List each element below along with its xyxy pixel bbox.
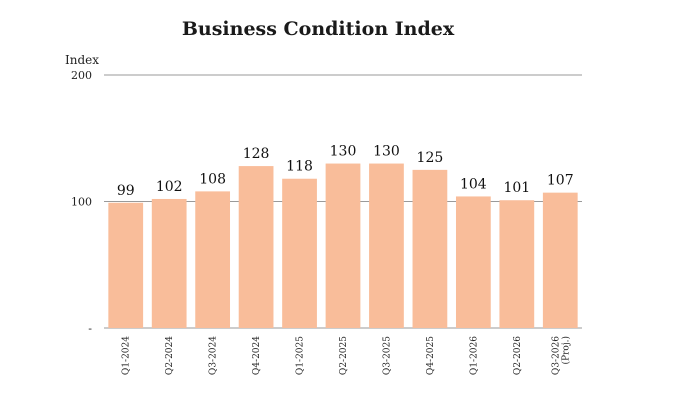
x-tick-label: Q2-2024 — [165, 336, 175, 375]
data-label: 130 — [330, 144, 357, 160]
data-label: 108 — [199, 171, 226, 187]
x-tick-label-line: (Proj.) — [560, 336, 571, 364]
x-tick-label: Q3-2025 — [382, 336, 392, 375]
x-tick-label: Q1-2026 — [469, 336, 479, 375]
x-tick-label: Q1-2024 — [122, 336, 132, 375]
bar — [542, 192, 578, 328]
bar — [412, 169, 448, 328]
x-tick-label-line: Q1-2026 — [469, 336, 479, 375]
bar — [195, 191, 231, 328]
bar — [499, 200, 535, 328]
x-tick-label: Q2-2025 — [339, 336, 349, 375]
x-tick-label: Q3-2026 (Proj.) — [551, 336, 571, 375]
x-tick-label-line: Q2-2026 — [513, 336, 523, 375]
chart-title: Business Condition Index — [182, 18, 455, 40]
x-axis-ticks: Q1-2024 Q2-2024 Q3-2024 Q4-2024 Q1-2025 Q2-20… — [122, 336, 572, 375]
x-tick-label-line: Q3-2025 — [382, 336, 392, 375]
bar — [369, 163, 404, 328]
x-tick-label-line: Q4-2024 — [252, 336, 262, 375]
bar — [282, 178, 317, 328]
x-tick-label-line: Q4-2025 — [426, 336, 436, 375]
bar — [455, 196, 491, 328]
y-axis-ticks: - 100 200 — [71, 69, 92, 335]
x-tick-label: Q3-2024 — [209, 336, 219, 375]
data-label: 125 — [417, 150, 444, 166]
bar — [325, 163, 361, 328]
y-tick-label: 200 — [71, 69, 92, 82]
x-tick-label-line: Q3-2026 — [551, 336, 561, 375]
bar — [108, 202, 144, 328]
bars — [108, 163, 578, 328]
data-labels: 99 102 108 128 118 130 130 125 104 101 107 — [117, 144, 574, 199]
x-tick-label-line: Q1-2024 — [122, 336, 132, 375]
x-tick-label: Q4-2025 — [426, 336, 436, 375]
x-tick-label: Q4-2024 — [252, 336, 262, 375]
y-tick-label: - — [88, 322, 92, 335]
data-label: 104 — [460, 176, 487, 192]
data-label: 107 — [547, 173, 574, 189]
data-label: 128 — [243, 146, 270, 162]
y-axis-label: Index — [65, 53, 99, 67]
x-tick-label-line: Q3-2024 — [209, 336, 219, 375]
data-label: 101 — [503, 180, 530, 196]
data-label: 118 — [286, 159, 313, 175]
bar — [238, 166, 274, 328]
x-tick-label-line: Q2-2025 — [339, 336, 349, 375]
x-tick-label: Q2-2026 — [513, 336, 523, 375]
bar — [151, 198, 187, 328]
x-tick-label-line: Q1-2025 — [296, 336, 306, 375]
data-label: 99 — [117, 183, 135, 199]
data-label: 130 — [373, 144, 400, 160]
data-label: 102 — [156, 179, 183, 195]
x-tick-label-line: Q2-2024 — [165, 336, 175, 375]
y-tick-label: 100 — [71, 196, 92, 209]
x-tick-label: Q1-2025 — [296, 336, 306, 375]
